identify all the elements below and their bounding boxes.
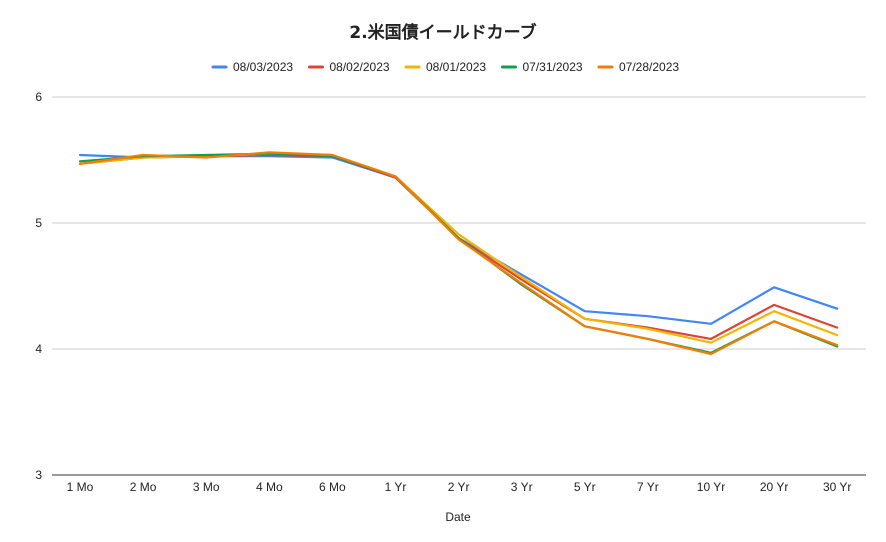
x-tick-label: 10 Yr <box>697 480 725 494</box>
chart-title: 2.米国債イールドカーブ <box>349 22 536 43</box>
legend-label: 07/31/2023 <box>523 60 583 74</box>
x-axis-title: Date <box>445 510 471 524</box>
legend-label: 07/28/2023 <box>619 60 679 74</box>
series-lines <box>78 151 839 356</box>
x-tick-label: 7 Yr <box>637 480 659 494</box>
x-tick-label: 2 Mo <box>130 480 157 494</box>
series-line-07-28-2023 <box>78 151 839 356</box>
y-axis: 3 4 5 6 <box>35 90 42 482</box>
legend-label: 08/02/2023 <box>330 60 390 74</box>
x-tick-label: 3 Yr <box>511 480 533 494</box>
legend-label: 08/03/2023 <box>233 60 293 74</box>
x-tick-label: 3 Mo <box>193 480 220 494</box>
x-tick-label: 6 Mo <box>319 480 346 494</box>
y-tick-label: 6 <box>35 90 42 104</box>
x-tick-label: 5 Yr <box>574 480 596 494</box>
y-tick-label: 3 <box>35 468 42 482</box>
gridlines <box>52 96 866 476</box>
y-tick-label: 4 <box>35 342 42 356</box>
x-tick-label: 4 Mo <box>256 480 283 494</box>
x-tick-label: 20 Yr <box>760 480 788 494</box>
series-line-08-01-2023 <box>78 152 839 344</box>
y-tick-label: 5 <box>35 216 42 230</box>
series-line-08-02-2023 <box>78 153 839 340</box>
x-tick-label: 2 Yr <box>448 480 470 494</box>
series-line-07-31-2023 <box>78 152 839 354</box>
legend-label: 08/01/2023 <box>426 60 486 74</box>
legend: 08/03/2023 08/02/2023 08/01/2023 07/31/2023… <box>211 60 679 74</box>
x-axis: 1 Mo 2 Mo 3 Mo 4 Mo 6 Mo 1 Yr 2 Yr 3 Yr 5 Yr 7 Yr… <box>67 480 852 494</box>
x-tick-label: 1 Yr <box>385 480 407 494</box>
x-tick-label: 1 Mo <box>67 480 94 494</box>
x-tick-label: 30 Yr <box>823 480 851 494</box>
